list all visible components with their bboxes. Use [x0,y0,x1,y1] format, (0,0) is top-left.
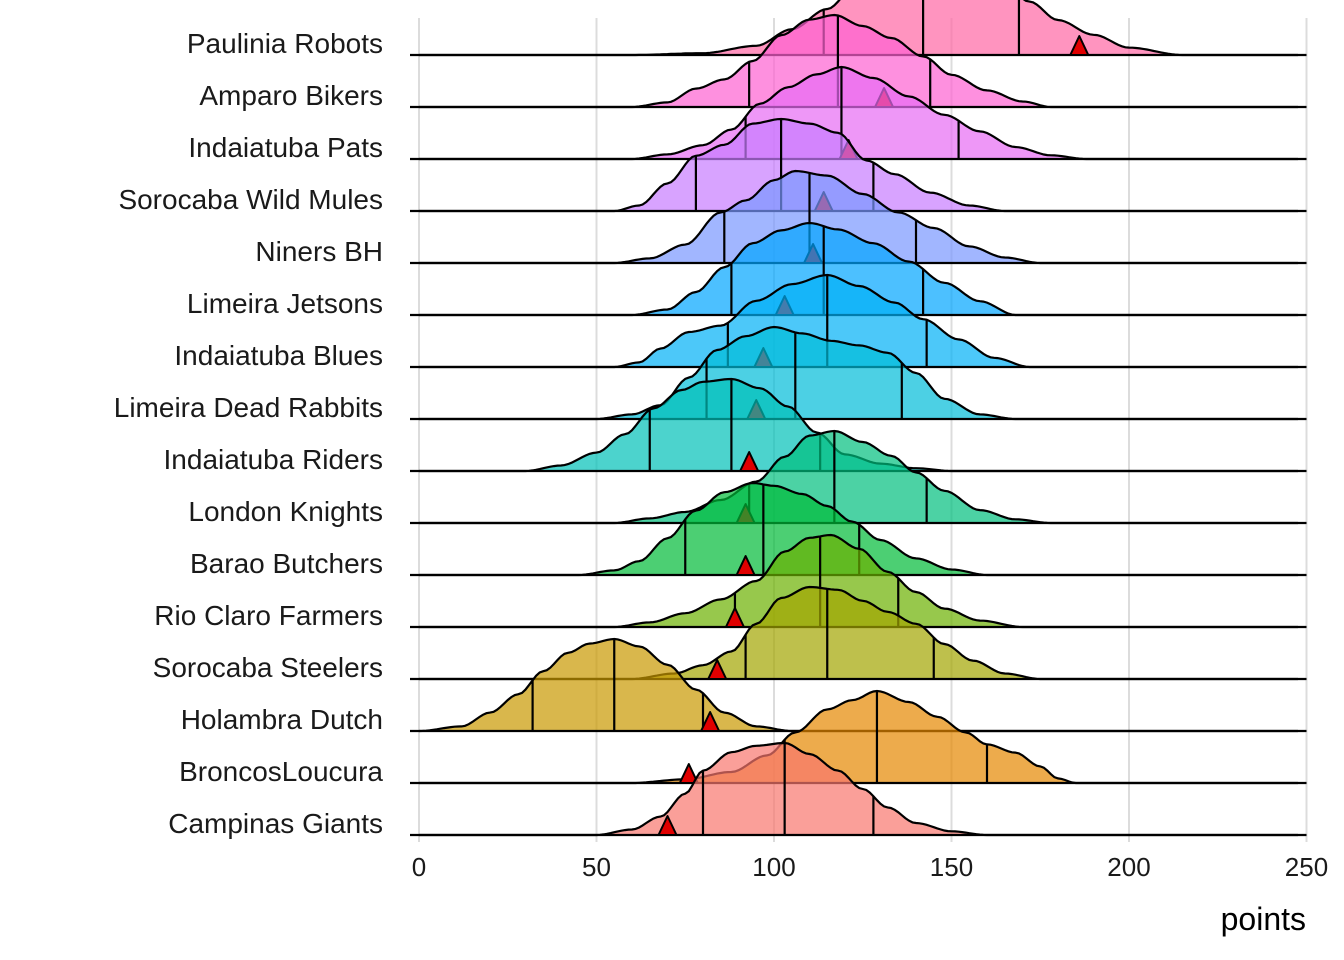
ridge-campinas-giants [410,741,1307,837]
x-tick-label: 0 [412,852,426,882]
density-fill [419,431,1307,523]
ridges [410,0,1307,837]
marker-triangle [1069,35,1090,56]
density-outline [419,325,1307,421]
ridge-london-knights [410,429,1307,525]
x-tick-label: 100 [752,852,795,882]
y-label: Amparo Bikers [199,80,383,111]
y-label: BroncosLoucura [179,756,383,787]
y-label: Indaiatuba Blues [174,340,383,371]
density-fill [419,639,1307,731]
density-fill [419,67,1307,159]
density-outline [419,481,1307,577]
y-label: Sorocaba Steelers [153,652,383,683]
y-label: Rio Claro Farmers [154,600,383,631]
x-tick-label: 250 [1285,852,1328,882]
density-outline [419,429,1307,525]
x-tick-label: 150 [930,852,973,882]
x-axis-title: points [1221,901,1306,937]
y-label: Niners BH [255,236,383,267]
density-outline [419,273,1307,369]
density-outline [419,117,1307,213]
density-fill [419,171,1307,263]
density-outline [419,169,1307,265]
density-fill [419,379,1307,471]
density-fill [419,15,1307,107]
ridge-limeira-dead-rabbits [410,325,1307,421]
y-label: Barao Butchers [190,548,383,579]
density-outline [419,65,1307,161]
y-label: Paulinia Robots [187,28,383,59]
density-outline [419,533,1307,629]
y-label: Limeira Jetsons [187,288,383,319]
ridge-indaiatuba-pats [410,65,1307,161]
y-label: Holambra Dutch [181,704,383,735]
density-outline [419,221,1307,317]
density-outline [419,13,1307,109]
x-axis-ticks: 0 50 100 150 200 250 [412,852,1328,882]
marker-triangle [707,659,728,680]
density-fill [419,119,1307,211]
y-label: Indaiatuba Riders [164,444,383,475]
marker-triangle [700,711,721,732]
density-outline [419,0,1307,57]
y-label: Limeira Dead Rabbits [114,392,383,423]
marker-triangle [735,555,756,576]
marker-triangle [678,763,699,784]
marker-triangle [724,607,745,628]
y-axis-labels: Paulinia Robots Amparo Bikers Indaiatuba P… [114,28,384,839]
marker-triangle [739,451,760,472]
density-fill [419,535,1307,627]
density-outline [419,689,1307,785]
y-label: Campinas Giants [168,808,383,839]
density-fill [419,327,1307,419]
density-fill [419,691,1307,783]
y-label: Indaiatuba Pats [188,132,383,163]
density-outline [419,741,1307,837]
density-fill [419,275,1307,367]
y-label: London Knights [188,496,383,527]
ridge-sorocaba-steelers [410,585,1307,681]
x-tick-label: 200 [1107,852,1150,882]
density-fill [419,223,1307,315]
density-fill [419,483,1307,575]
density-fill [419,587,1307,679]
marker-triangle [657,815,678,836]
y-label: Sorocaba Wild Mules [118,184,383,215]
x-tick-label: 50 [582,852,611,882]
